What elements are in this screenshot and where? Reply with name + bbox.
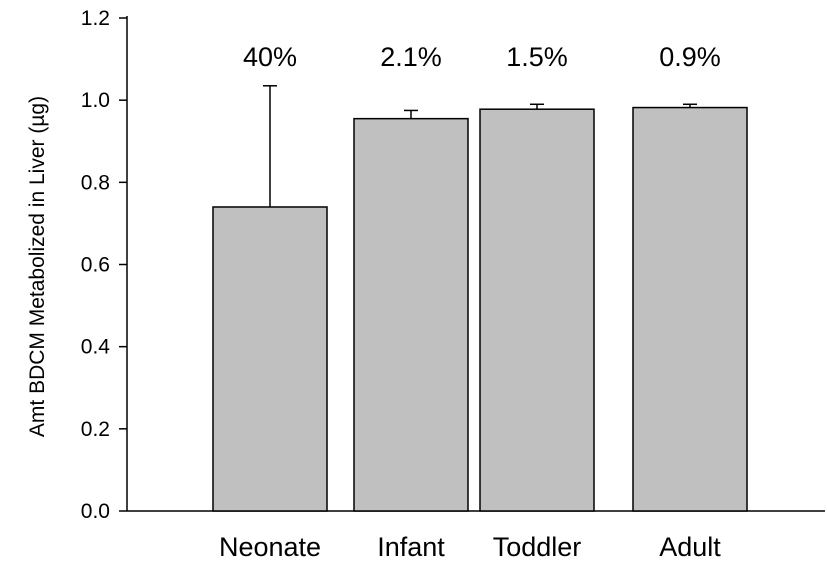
bar-infant xyxy=(353,117,469,512)
x-category-label: Adult xyxy=(659,532,721,562)
bars-group xyxy=(212,106,748,512)
x-category-label: Neonate xyxy=(219,532,321,562)
data-label-toddler: 1.5% xyxy=(506,42,568,72)
bar-neonate xyxy=(212,206,328,512)
x-category-label: Infant xyxy=(377,532,445,562)
y-tick-label: 0.2 xyxy=(81,418,110,441)
y-tick-label: 1.0 xyxy=(81,89,110,112)
y-tick-label: 1.2 xyxy=(81,7,110,30)
x-categories-group: Neonate Infant Toddler Adult xyxy=(219,532,721,562)
data-labels-group: 40% 2.1% 1.5% 0.9% xyxy=(243,42,721,72)
bar-adult xyxy=(632,106,748,512)
y-tick-label: 0.0 xyxy=(81,500,110,523)
error-bars-group xyxy=(263,85,697,207)
y-ticks-group: 0.0 0.2 0.4 0.6 0.8 1.0 1.2 xyxy=(81,7,127,523)
x-category-label: Toddler xyxy=(493,532,582,562)
data-label-adult: 0.9% xyxy=(659,42,721,72)
y-axis-title: Amt BDCM Metabolized in Liver (µg) xyxy=(26,96,49,437)
data-label-infant: 2.1% xyxy=(380,42,442,72)
y-tick-label: 0.4 xyxy=(81,336,111,359)
data-label-neonate: 40% xyxy=(243,42,297,72)
y-tick-label: 0.8 xyxy=(81,171,110,194)
bar-toddler xyxy=(479,108,595,512)
y-tick-label: 0.6 xyxy=(81,254,110,277)
